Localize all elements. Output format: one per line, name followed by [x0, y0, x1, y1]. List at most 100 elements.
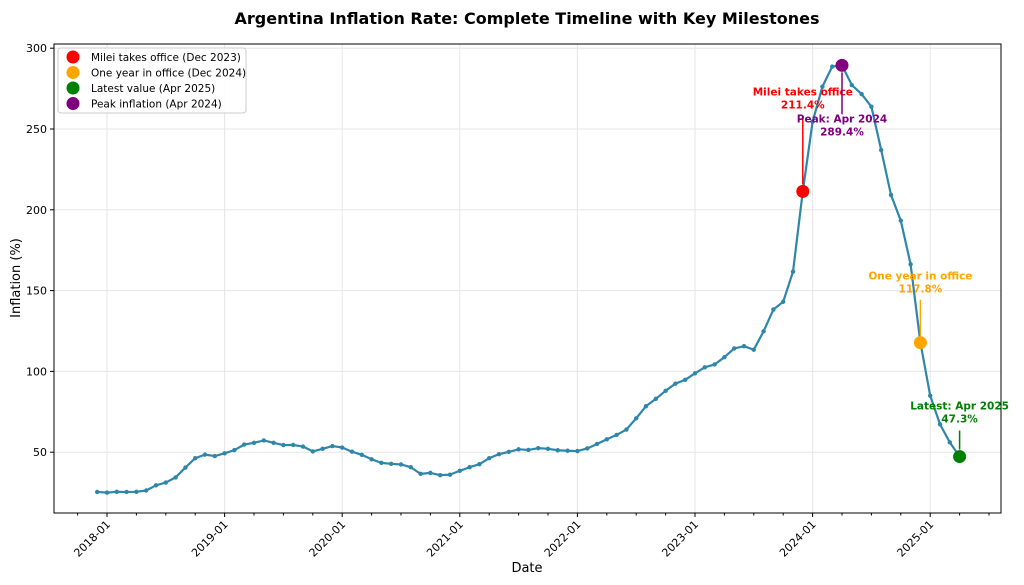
y-tick-label: 100	[26, 365, 47, 378]
data-point	[820, 84, 825, 89]
annotation-label: Peak: Apr 2024	[797, 113, 887, 125]
x-tick-label: 2025-01	[895, 518, 937, 560]
chart-title: Argentina Inflation Rate: Complete Timel…	[234, 9, 819, 28]
data-point	[634, 416, 639, 421]
data-point	[545, 446, 551, 452]
data-point	[849, 82, 854, 88]
data-point	[594, 441, 600, 447]
data-point	[712, 362, 717, 367]
data-point	[692, 371, 698, 376]
data-point	[467, 465, 472, 470]
legend-marker	[66, 81, 80, 95]
data-point	[340, 445, 345, 450]
data-point	[702, 365, 707, 370]
data-point	[144, 488, 149, 493]
data-point	[496, 451, 502, 457]
data-point	[124, 489, 129, 495]
annotation-value: 289.4%	[820, 126, 864, 138]
data-point	[879, 147, 884, 153]
legend-marker	[66, 66, 80, 79]
data-point	[790, 269, 796, 274]
legend: Milei takes office (Dec 2023) One year in…	[57, 47, 247, 114]
data-point	[104, 490, 110, 495]
data-point	[369, 457, 374, 462]
annotation-label: Milei takes office	[753, 86, 853, 98]
data-point	[722, 354, 727, 360]
data-point	[614, 432, 619, 438]
data-point	[212, 453, 217, 459]
data-point	[937, 422, 943, 427]
series	[95, 63, 962, 495]
data-point	[555, 448, 560, 453]
milestone-marker	[835, 58, 849, 72]
x-axis-label: Date	[511, 561, 542, 576]
data-point	[781, 299, 786, 304]
data-point	[928, 393, 933, 398]
data-point	[643, 403, 649, 409]
data-point	[771, 307, 776, 312]
data-point	[438, 472, 443, 478]
annotation-value: 47.3%	[941, 414, 978, 426]
data-point	[830, 64, 835, 69]
data-point	[153, 483, 159, 488]
data-point	[242, 442, 247, 447]
data-point	[428, 470, 433, 476]
x-tick-label: 2019-01	[189, 518, 231, 560]
data-point	[585, 446, 590, 451]
data-point	[447, 472, 453, 477]
data-point	[251, 440, 257, 446]
data-point	[859, 91, 864, 97]
data-point	[114, 489, 120, 494]
milestone-marker	[913, 336, 927, 350]
data-point	[379, 460, 384, 466]
data-point	[898, 218, 903, 223]
data-point	[477, 461, 482, 467]
data-point	[349, 449, 355, 454]
data-point	[565, 448, 570, 453]
data-point	[575, 448, 580, 454]
y-tick-label: 200	[26, 204, 47, 217]
annotation-label: One year in office	[868, 271, 972, 283]
data-point	[947, 440, 952, 445]
data-point	[457, 468, 462, 473]
legend-entry: One year in office (Dec 2024)	[91, 68, 246, 80]
x-tick-label: 2021-01	[424, 518, 466, 560]
annotation-label: Latest: Apr 2025	[910, 401, 1009, 413]
data-point	[222, 451, 227, 456]
data-point	[310, 449, 315, 454]
plot-frame	[53, 43, 1002, 514]
legend-entry: Peak inflation (Apr 2024)	[91, 99, 222, 111]
x-tick-label: 2023-01	[659, 518, 701, 560]
y-tick-label: 50	[33, 446, 47, 459]
data-point	[173, 475, 178, 480]
data-point	[604, 437, 609, 442]
data-point	[663, 388, 668, 393]
legend-box	[57, 47, 247, 114]
data-point	[741, 343, 747, 349]
data-point	[291, 442, 296, 448]
x-tick-label: 2018-01	[71, 518, 113, 560]
data-point	[869, 104, 874, 109]
data-point	[487, 455, 492, 461]
data-point	[516, 447, 521, 452]
data-point	[261, 438, 266, 443]
milestone-marker	[796, 184, 810, 198]
data-point	[281, 442, 286, 448]
x-tick-label: 2020-01	[307, 518, 349, 560]
y-tick-label: 300	[26, 42, 47, 55]
data-point	[359, 452, 364, 457]
data-point	[908, 262, 913, 267]
data-point	[506, 449, 511, 455]
data-point	[536, 445, 541, 451]
data-point	[653, 396, 658, 402]
legend-entry: Milei takes office (Dec 2023)	[91, 52, 241, 64]
data-point	[526, 447, 531, 453]
legend-entry: Latest value (Apr 2025)	[91, 83, 215, 95]
data-point	[232, 447, 237, 453]
data-point	[673, 381, 678, 386]
data-point	[418, 471, 423, 477]
data-point	[300, 444, 306, 449]
data-point	[183, 465, 188, 470]
